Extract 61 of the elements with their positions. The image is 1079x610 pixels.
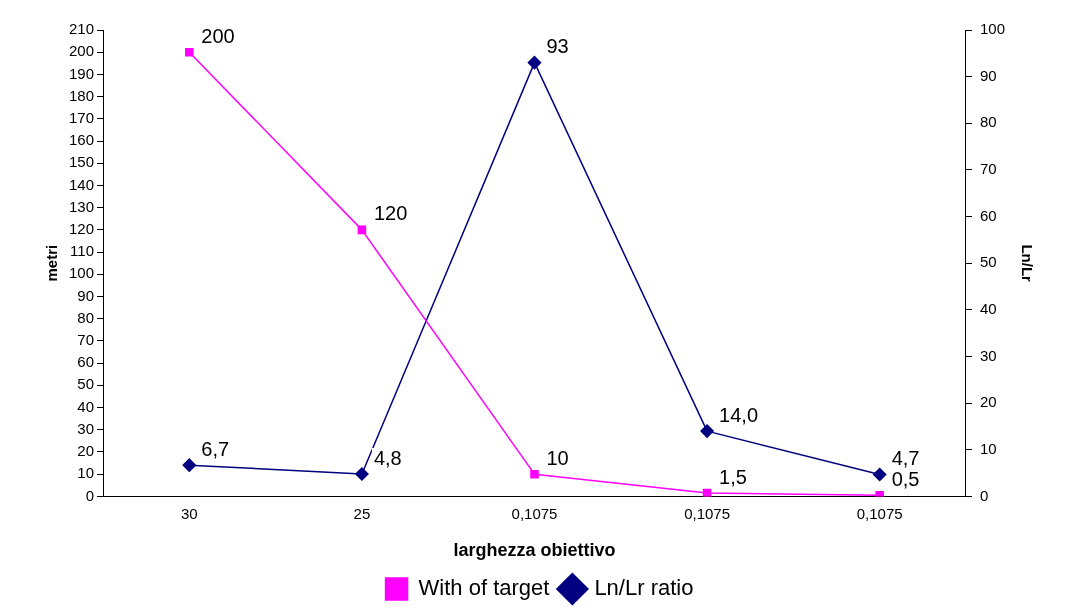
data-label: 6,7 [201,437,230,460]
y-tick-label: 150 [69,153,95,171]
x-axis-title: larghezza obiettivo [453,540,616,561]
y-tick-label: 10 [77,464,95,482]
x-tick-label: 25 [353,504,371,522]
x-tick-label: 30 [180,504,198,522]
y-tick-label: 110 [70,242,95,260]
data-label: 93 [546,35,569,58]
point [185,47,194,57]
y2-tick-label: 60 [979,206,997,224]
y2-tick-label: 90 [979,66,997,84]
y2-tick-label: 80 [979,113,997,131]
point [700,424,714,438]
data-label: 1,5 [719,465,747,488]
y-tick-label: 140 [69,175,95,193]
x-tick-label: 0,1075 [511,504,558,522]
y2-tick-label: 0 [979,486,989,504]
y-tick-label: 180 [69,86,95,104]
y2-axis-title: Ln/Lr [1018,244,1036,283]
y2-tick-label: 70 [979,160,997,178]
point [872,467,887,482]
y-axis-title: metri [43,244,61,282]
y-tick-label: 50 [77,375,95,393]
y2-tick-label: 40 [979,299,997,317]
data-label: 200 [201,24,235,47]
point [530,469,539,479]
legend-label: With of target [418,575,550,601]
y-tick-label: 60 [77,353,95,371]
data-label: 0,5 [891,467,920,490]
point [182,458,197,472]
y-tick-label: 20 [77,442,95,460]
y-tick-label: 190 [69,64,95,82]
y-tick-label: 40 [77,397,95,415]
y-tick-label: 200 [69,42,95,60]
y-tick-label: 210 [69,20,95,38]
data-label: 10 [546,446,569,469]
legend-label: Ln/Lr ratio [594,575,694,601]
y-tick-label: 120 [69,220,95,238]
point [357,225,367,235]
y-tick-label: 130 [69,197,95,215]
y-tick-label: 90 [77,286,95,304]
data-label: 14,0 [719,403,759,426]
y2-tick-label: 10 [979,439,997,457]
data-label: 120 [373,202,408,225]
y-tick-label: 70 [77,331,95,349]
point [527,55,542,70]
x-tick-label: 0,1075 [684,504,731,522]
y-tick-label: 170 [69,108,95,126]
y-tick-label: 80 [77,308,95,326]
y2-tick-label: 20 [979,393,997,411]
y-tick-label: 0 [85,486,95,504]
point [355,467,369,481]
y-tick-label: 100 [69,264,95,282]
y-tick-label: 160 [69,131,95,149]
data-label: 4,8 [373,446,402,469]
data-label: 4,7 [891,446,920,469]
y2-tick-label: 100 [979,20,1005,38]
y2-tick-label: 30 [979,346,997,364]
x-tick-label: 0,1075 [856,504,903,522]
y2-tick-label: 50 [979,253,997,271]
y-tick-label: 30 [77,419,95,437]
